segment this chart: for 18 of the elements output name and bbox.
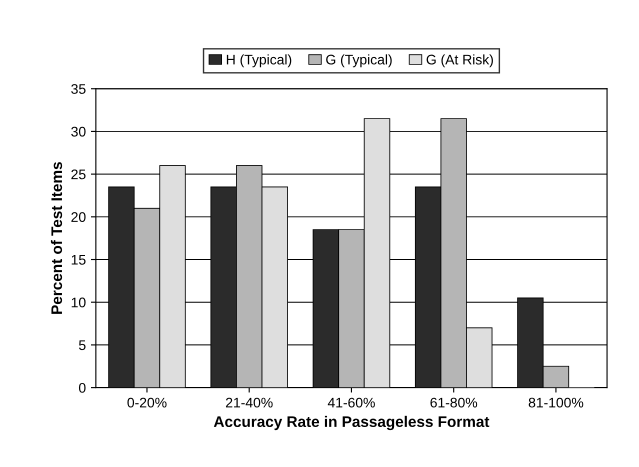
y-axis-title: Percent of Test Items [50,162,62,314]
x-tick-label: 61-80% [430,398,478,408]
x-tick-label: 41-60% [328,398,375,408]
x-tick-label: 0-20% [127,398,167,408]
y-tick-label: 10 [72,298,86,308]
y-tick-label: 0 [78,382,86,393]
legend-label: G (Typical) [326,54,392,68]
x-tick-label: 81-100% [528,398,584,408]
y-tick-label: 15 [72,254,86,265]
y-tick-label: 30 [71,126,86,137]
y-tick-label: 20 [71,212,86,222]
legend-label: G (At Risk) [426,54,493,68]
x-tick-label: 21-40% [226,398,273,408]
y-tick-label: 5 [78,340,86,350]
x-axis-title: Accuracy Rate in Passageless Format [214,416,490,430]
y-tick-label: 25 [71,169,86,180]
legend-label: H (Typical) [226,54,292,68]
y-tick-label: 35 [71,84,86,94]
